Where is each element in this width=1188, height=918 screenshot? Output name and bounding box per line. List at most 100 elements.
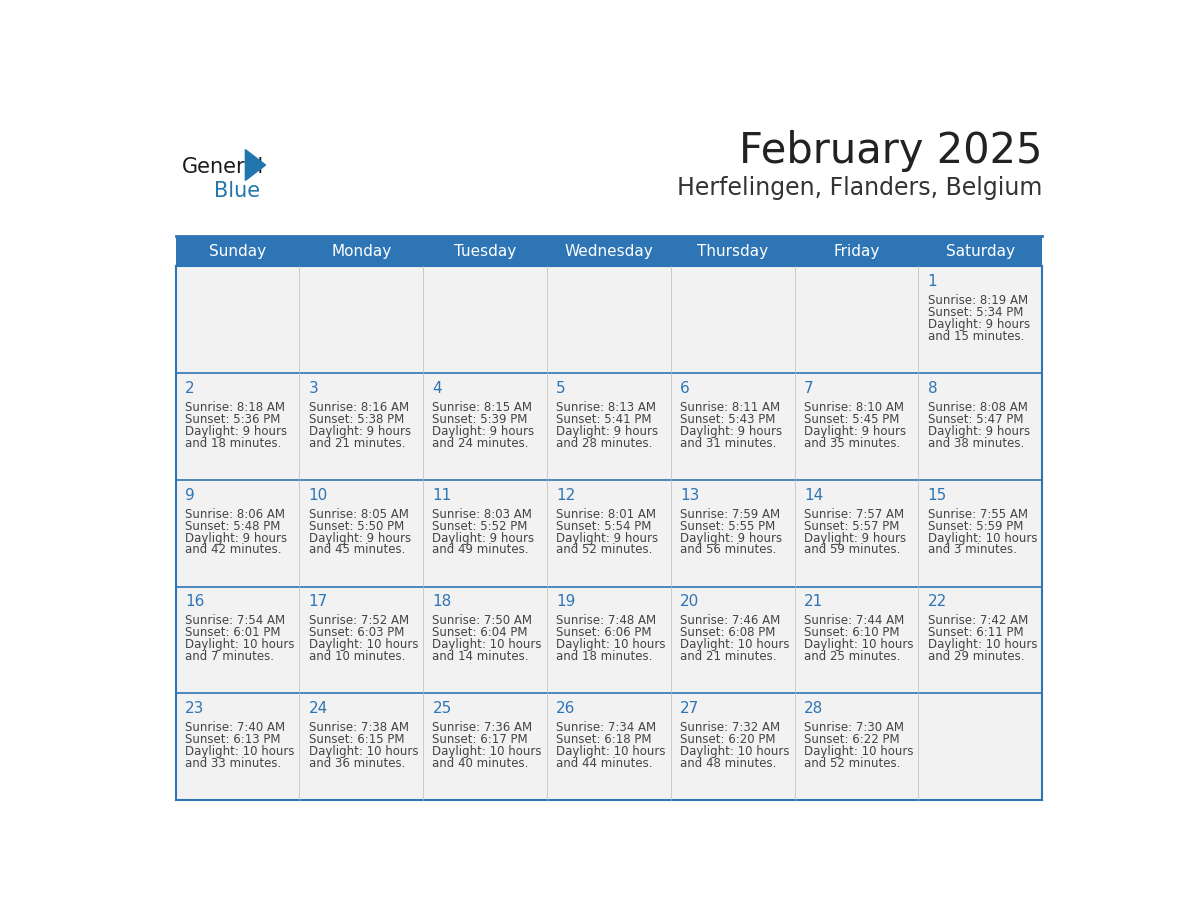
Text: Daylight: 9 hours: Daylight: 9 hours <box>432 532 535 544</box>
Bar <box>176 480 299 587</box>
Text: Sunrise: 8:05 AM: Sunrise: 8:05 AM <box>309 508 409 521</box>
Text: Daylight: 9 hours: Daylight: 9 hours <box>185 425 287 438</box>
Text: Sunrise: 7:52 AM: Sunrise: 7:52 AM <box>309 614 409 627</box>
Text: 28: 28 <box>804 701 823 716</box>
Text: Daylight: 10 hours: Daylight: 10 hours <box>309 744 418 758</box>
Text: Sunset: 5:47 PM: Sunset: 5:47 PM <box>928 413 1023 426</box>
Text: and 7 minutes.: and 7 minutes. <box>185 650 274 663</box>
Text: Sunrise: 8:15 AM: Sunrise: 8:15 AM <box>432 401 532 414</box>
Text: 15: 15 <box>928 487 947 503</box>
Text: Sunset: 5:57 PM: Sunset: 5:57 PM <box>804 520 899 532</box>
Text: 12: 12 <box>556 487 575 503</box>
Text: 16: 16 <box>185 594 204 610</box>
Text: Sunset: 6:11 PM: Sunset: 6:11 PM <box>928 626 1023 639</box>
Text: Sunday: Sunday <box>209 243 266 259</box>
Text: Sunset: 6:04 PM: Sunset: 6:04 PM <box>432 626 527 639</box>
Text: 11: 11 <box>432 487 451 503</box>
Bar <box>918 236 1042 266</box>
Text: Daylight: 9 hours: Daylight: 9 hours <box>680 532 782 544</box>
Bar <box>423 266 546 374</box>
Text: Daylight: 10 hours: Daylight: 10 hours <box>804 638 914 651</box>
Text: and 18 minutes.: and 18 minutes. <box>556 650 652 663</box>
Bar <box>176 266 299 374</box>
Text: Sunset: 6:22 PM: Sunset: 6:22 PM <box>804 733 899 746</box>
Text: 21: 21 <box>804 594 823 610</box>
Text: and 40 minutes.: and 40 minutes. <box>432 756 529 770</box>
Bar <box>918 480 1042 587</box>
Bar <box>546 480 671 587</box>
Text: Sunrise: 8:01 AM: Sunrise: 8:01 AM <box>556 508 656 521</box>
Text: Sunset: 6:03 PM: Sunset: 6:03 PM <box>309 626 404 639</box>
Text: Sunrise: 7:34 AM: Sunrise: 7:34 AM <box>556 721 657 734</box>
Text: and 28 minutes.: and 28 minutes. <box>556 437 652 450</box>
Text: and 45 minutes.: and 45 minutes. <box>309 543 405 556</box>
Text: Sunset: 6:13 PM: Sunset: 6:13 PM <box>185 733 280 746</box>
Bar <box>423 693 546 800</box>
Text: and 38 minutes.: and 38 minutes. <box>928 437 1024 450</box>
Text: 23: 23 <box>185 701 204 716</box>
Bar <box>176 236 299 266</box>
Text: Sunrise: 7:48 AM: Sunrise: 7:48 AM <box>556 614 657 627</box>
Bar <box>671 266 795 374</box>
Text: 3: 3 <box>309 381 318 396</box>
Bar <box>795 374 918 480</box>
Text: Sunset: 5:41 PM: Sunset: 5:41 PM <box>556 413 652 426</box>
Bar <box>671 480 795 587</box>
Bar <box>299 236 423 266</box>
Text: Sunset: 5:36 PM: Sunset: 5:36 PM <box>185 413 280 426</box>
Bar <box>918 266 1042 374</box>
Bar <box>918 587 1042 693</box>
Text: and 52 minutes.: and 52 minutes. <box>804 756 901 770</box>
Text: Friday: Friday <box>833 243 879 259</box>
Text: Sunrise: 8:10 AM: Sunrise: 8:10 AM <box>804 401 904 414</box>
Text: Daylight: 9 hours: Daylight: 9 hours <box>804 425 906 438</box>
Bar <box>918 693 1042 800</box>
Text: Sunset: 5:48 PM: Sunset: 5:48 PM <box>185 520 280 532</box>
Text: Sunrise: 8:08 AM: Sunrise: 8:08 AM <box>928 401 1028 414</box>
Text: Daylight: 10 hours: Daylight: 10 hours <box>185 744 295 758</box>
Text: Daylight: 10 hours: Daylight: 10 hours <box>432 744 542 758</box>
Text: Daylight: 9 hours: Daylight: 9 hours <box>556 425 658 438</box>
Text: Sunset: 6:06 PM: Sunset: 6:06 PM <box>556 626 652 639</box>
Text: 13: 13 <box>680 487 700 503</box>
Bar <box>423 587 546 693</box>
Bar <box>299 480 423 587</box>
Text: Sunrise: 7:42 AM: Sunrise: 7:42 AM <box>928 614 1028 627</box>
Bar <box>795 693 918 800</box>
Text: Daylight: 10 hours: Daylight: 10 hours <box>928 532 1037 544</box>
Bar <box>795 480 918 587</box>
Text: Sunset: 5:39 PM: Sunset: 5:39 PM <box>432 413 527 426</box>
Bar <box>423 236 546 266</box>
Text: Daylight: 10 hours: Daylight: 10 hours <box>309 638 418 651</box>
Text: Sunrise: 8:03 AM: Sunrise: 8:03 AM <box>432 508 532 521</box>
Text: Sunset: 5:38 PM: Sunset: 5:38 PM <box>309 413 404 426</box>
Text: and 49 minutes.: and 49 minutes. <box>432 543 529 556</box>
Text: 22: 22 <box>928 594 947 610</box>
Text: Daylight: 9 hours: Daylight: 9 hours <box>309 425 411 438</box>
Text: 6: 6 <box>680 381 690 396</box>
Bar <box>795 587 918 693</box>
Text: and 15 minutes.: and 15 minutes. <box>928 330 1024 343</box>
Text: 10: 10 <box>309 487 328 503</box>
Text: and 35 minutes.: and 35 minutes. <box>804 437 901 450</box>
Bar <box>423 374 546 480</box>
Bar <box>423 480 546 587</box>
Text: Sunrise: 7:32 AM: Sunrise: 7:32 AM <box>680 721 781 734</box>
Text: Daylight: 10 hours: Daylight: 10 hours <box>928 638 1037 651</box>
Text: Sunrise: 7:54 AM: Sunrise: 7:54 AM <box>185 614 285 627</box>
Text: Herfelingen, Flanders, Belgium: Herfelingen, Flanders, Belgium <box>677 176 1042 200</box>
Text: Daylight: 10 hours: Daylight: 10 hours <box>680 638 790 651</box>
Text: 1: 1 <box>928 274 937 289</box>
Text: Sunrise: 7:36 AM: Sunrise: 7:36 AM <box>432 721 532 734</box>
Text: Sunrise: 8:19 AM: Sunrise: 8:19 AM <box>928 294 1028 308</box>
Text: and 21 minutes.: and 21 minutes. <box>309 437 405 450</box>
Text: Sunset: 6:18 PM: Sunset: 6:18 PM <box>556 733 652 746</box>
Text: Daylight: 9 hours: Daylight: 9 hours <box>928 425 1030 438</box>
Text: Sunset: 6:15 PM: Sunset: 6:15 PM <box>309 733 404 746</box>
Text: 4: 4 <box>432 381 442 396</box>
Text: Sunrise: 7:30 AM: Sunrise: 7:30 AM <box>804 721 904 734</box>
Text: Daylight: 10 hours: Daylight: 10 hours <box>185 638 295 651</box>
Text: Daylight: 9 hours: Daylight: 9 hours <box>680 425 782 438</box>
Text: Daylight: 9 hours: Daylight: 9 hours <box>185 532 287 544</box>
Text: Daylight: 9 hours: Daylight: 9 hours <box>309 532 411 544</box>
